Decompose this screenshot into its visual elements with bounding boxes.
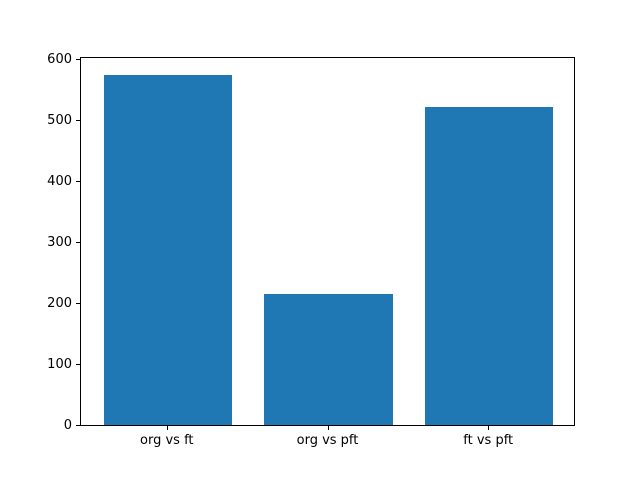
y-tick-mark	[76, 120, 80, 122]
y-tick-mark	[76, 59, 80, 61]
x-tick-mark	[488, 426, 490, 430]
x-tick-label: org vs ft	[140, 433, 194, 448]
y-tick-mark	[76, 364, 80, 366]
x-tick-label: org vs pft	[296, 433, 359, 448]
y-tick-label: 200	[47, 296, 72, 312]
y-tick-label: 400	[47, 174, 72, 190]
plot-area	[80, 57, 575, 426]
x-tick-mark	[166, 426, 168, 430]
x-tick-mark	[327, 426, 329, 430]
y-tick-mark	[76, 425, 80, 426]
x-tick-label: ft vs pft	[463, 433, 514, 448]
y-tick-mark	[76, 181, 80, 183]
bar-org-vs-ft	[103, 74, 233, 425]
y-tick-label: 100	[47, 357, 72, 373]
y-tick-label: 500	[47, 113, 72, 129]
y-tick-label: 600	[47, 52, 72, 68]
y-tick-label: 0	[63, 418, 72, 433]
y-tick-label: 300	[47, 235, 72, 251]
bar-org-vs-pft	[264, 294, 393, 425]
y-tick-mark	[76, 242, 80, 244]
y-tick-mark	[76, 303, 80, 305]
bar-ft-vs-pft	[424, 106, 554, 425]
